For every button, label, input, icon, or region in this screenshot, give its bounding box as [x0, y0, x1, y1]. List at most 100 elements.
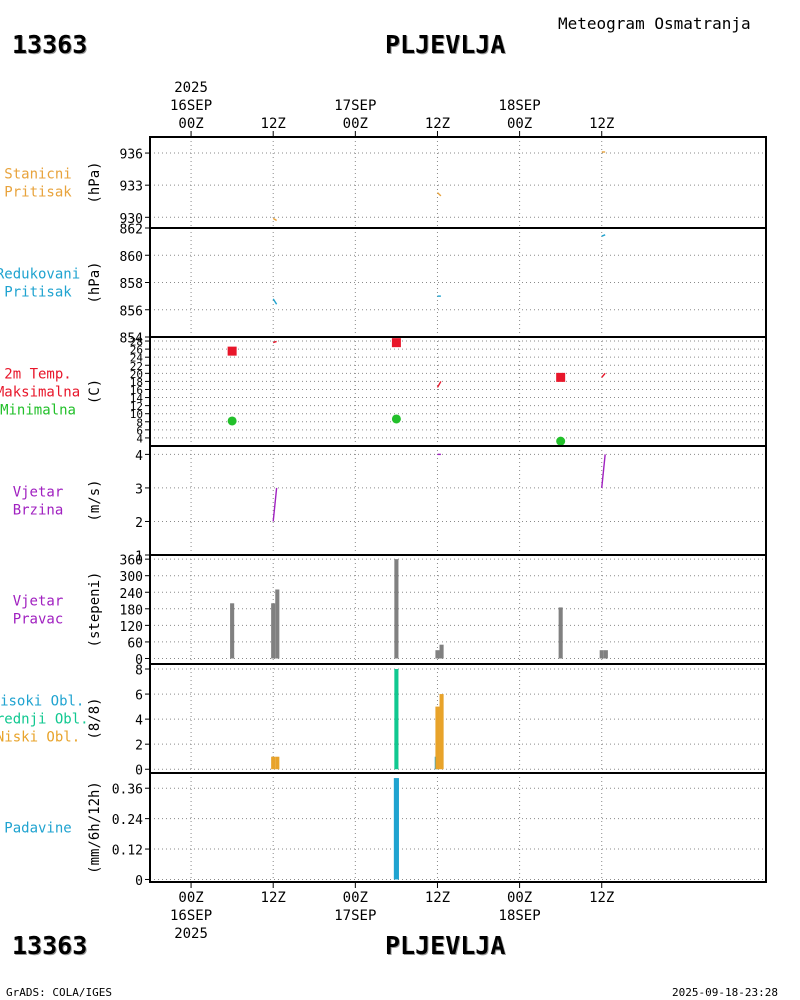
y-tick-label: 0.12 [112, 844, 143, 859]
station_pressure-unit-label: (hPa) [87, 161, 103, 203]
y-tick-label: 854 [120, 332, 144, 347]
wind_direction-label: Vjetar [13, 594, 64, 610]
time-label-bottom: 00Z [178, 890, 203, 906]
station-name-top: PLJEVLJA [385, 30, 506, 59]
temperature-label: Maksimalna [0, 385, 80, 401]
y-tick-label: 2 [135, 516, 143, 531]
station_pressure-line-segment [272, 217, 277, 222]
time-label-bottom: 12Z [425, 890, 450, 906]
y-tick-label: 3 [135, 482, 143, 497]
temperature-max-marker [556, 372, 566, 382]
wind_direction-bar [603, 650, 608, 659]
station-id-top: 13363 [12, 30, 88, 59]
y-tick-label: 14 [130, 392, 144, 405]
wind_direction-unit-label: (stepeni) [87, 572, 103, 648]
cloud_cover-frame [149, 663, 767, 774]
y-tick-label: 2 [135, 739, 143, 754]
y-tick-label: 18 [130, 376, 143, 389]
station-id-bottom: 13363 [12, 931, 88, 960]
temperature-label: 2m Temp. [4, 367, 71, 383]
cloud_cover-unit-label: (8/8) [87, 697, 103, 739]
precipitation-unit-label: (mm/6h/12h) [87, 781, 103, 874]
time-label-bottom: 00Z [507, 890, 532, 906]
wind_direction-label: Pravac [13, 612, 64, 628]
cloud_cover-label: Srednji Obl. [0, 712, 89, 728]
y-tick-label: 28 [130, 336, 143, 349]
y-tick-label: 0.36 [112, 783, 143, 798]
y-tick-label: 10 [130, 408, 143, 421]
cloud_cover-bar [275, 756, 280, 770]
date-label-bottom: 18SEP [499, 908, 541, 924]
cloud_cover-bar [439, 694, 444, 770]
cloud_cover-bar [271, 756, 276, 770]
time-label-bottom: 12Z [589, 890, 614, 906]
temperature-line-segment [436, 381, 442, 388]
cloud_cover-label: Visoki Obl. [0, 694, 84, 710]
temperature-unit-label: (C) [87, 379, 103, 404]
cloud_cover-bar [435, 706, 440, 770]
y-tick-label: 240 [120, 587, 143, 602]
wind_speed-line-segment [601, 454, 606, 488]
wind_direction-bar [435, 650, 440, 659]
credit-text: GrADS: COLA/IGES [6, 986, 112, 999]
temperature-max-marker [227, 346, 237, 356]
y-tick-label: 16 [130, 384, 143, 397]
y-tick-label: 180 [120, 603, 143, 618]
chart-outer-frame [149, 136, 767, 883]
station_pressure-label: Pritisak [4, 185, 72, 201]
time-label-top: 12Z [425, 116, 450, 132]
y-tick-label: 24 [130, 352, 144, 365]
reduced_pressure-line-segment [601, 234, 606, 237]
y-tick-label: 0 [135, 764, 143, 779]
temperature-line-segment [601, 372, 606, 378]
y-tick-label: 860 [120, 250, 143, 265]
reduced_pressure-line-segment [272, 298, 278, 305]
y-tick-label: 858 [120, 277, 143, 292]
station_pressure-line-segment [436, 192, 442, 197]
station-name-bottom: PLJEVLJA [385, 931, 506, 960]
temperature-max-marker [391, 338, 401, 348]
y-tick-label: 0.24 [112, 813, 143, 828]
time-label-bottom: 12Z [261, 890, 286, 906]
temperature-min-marker [556, 436, 566, 446]
station_pressure-label: Stanicni [4, 167, 71, 183]
wind_speed-label: Vjetar [13, 485, 64, 501]
reduced_pressure-label: Pritisak [4, 285, 72, 301]
y-tick-label: 120 [120, 620, 143, 635]
y-tick-label: 4 [135, 714, 143, 729]
temperature-min-marker [391, 414, 401, 424]
temperature-min-marker [227, 416, 237, 426]
y-tick-label: 4 [135, 449, 143, 464]
y-tick-label: 60 [127, 636, 143, 651]
y-tick-label: 22 [130, 360, 143, 373]
wind_direction-frame [149, 554, 767, 665]
date-label-top: 17SEP [334, 98, 376, 114]
reduced_pressure-label: Redukovani [0, 267, 80, 283]
y-tick-label: 936 [120, 148, 143, 163]
precipitation-frame [149, 772, 767, 883]
y-tick-label: 26 [130, 344, 143, 357]
time-label-top: 00Z [178, 116, 203, 132]
y-tick-label: 4 [136, 432, 143, 445]
time-label-top: 00Z [343, 116, 368, 132]
wind_direction-bar [275, 589, 280, 659]
y-tick-label: 0 [135, 874, 143, 889]
wind_direction-bar [599, 650, 604, 659]
y-tick-label: 8 [136, 416, 143, 429]
y-tick-label: 12 [130, 400, 143, 413]
wind_direction-bar [439, 644, 444, 659]
wind_direction-bar [271, 603, 276, 659]
y-tick-label: 862 [120, 223, 143, 238]
year-label-bottom: 2025 [174, 926, 208, 942]
date-label-bottom: 16SEP [170, 908, 212, 924]
y-tick-label: 6 [135, 689, 143, 704]
time-label-top: 12Z [589, 116, 614, 132]
date-label-top: 16SEP [170, 98, 212, 114]
wind_direction-bar [558, 607, 563, 659]
reduced_pressure-unit-label: (hPa) [87, 261, 103, 303]
precipitation-label: Padavine [4, 821, 71, 837]
wind_speed-frame [149, 445, 767, 556]
y-tick-label: 360 [120, 554, 143, 569]
y-tick-label: 930 [120, 212, 143, 227]
